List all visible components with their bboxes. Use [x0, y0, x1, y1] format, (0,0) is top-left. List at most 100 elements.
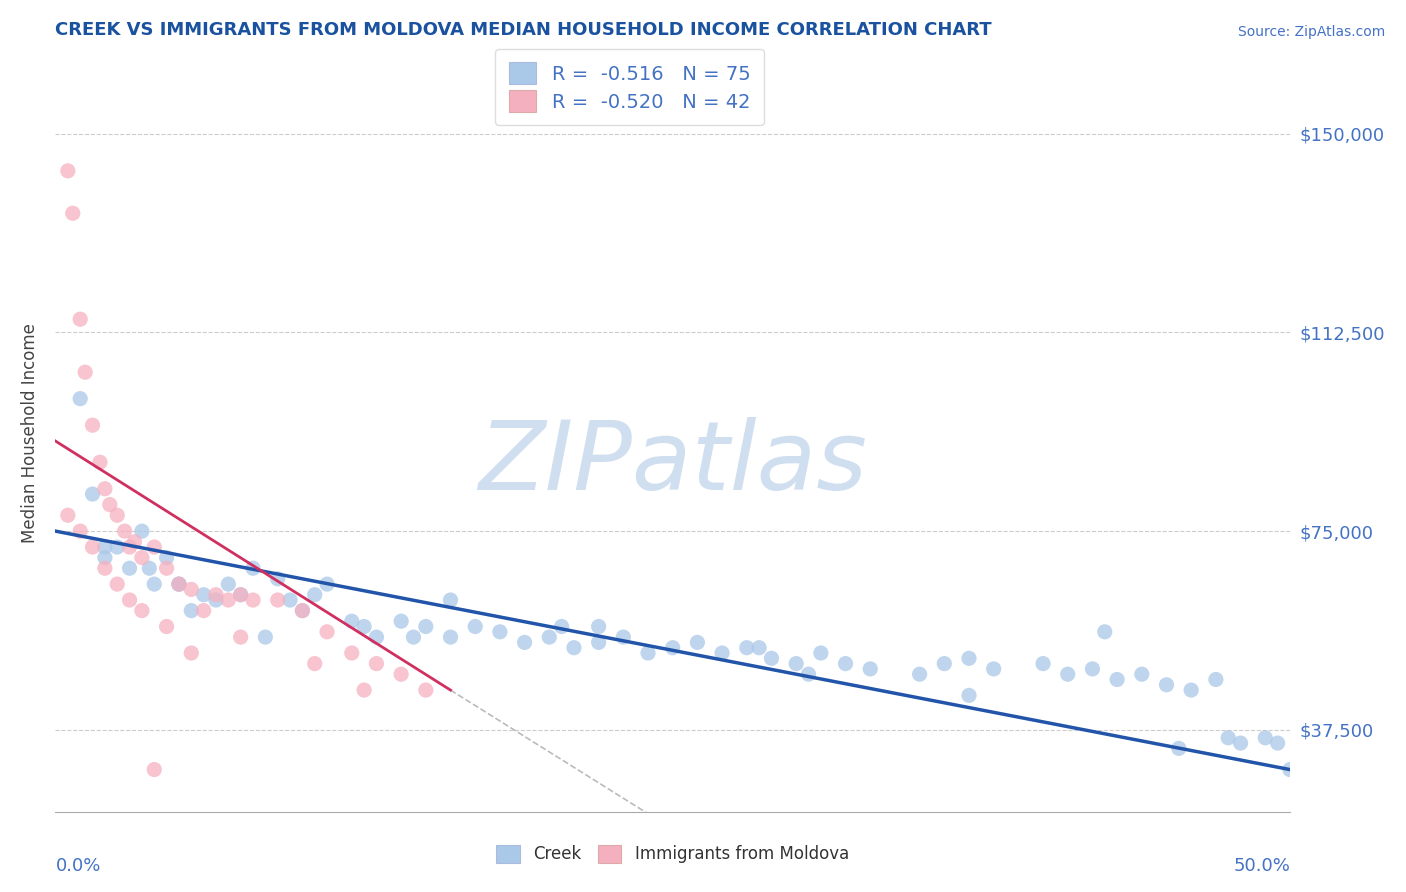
Point — [538, 630, 561, 644]
Point — [1316, 683, 1339, 698]
Point — [180, 582, 202, 597]
Point — [205, 588, 228, 602]
Point — [291, 604, 314, 618]
Point — [114, 524, 136, 538]
Point — [229, 588, 252, 602]
Point — [562, 640, 585, 655]
Text: 0.0%: 0.0% — [55, 857, 101, 875]
Point — [550, 619, 572, 633]
Point — [1094, 624, 1116, 639]
Point — [155, 561, 177, 575]
Point — [439, 593, 461, 607]
Point — [834, 657, 856, 671]
Point — [797, 667, 820, 681]
Point — [217, 577, 239, 591]
Point — [711, 646, 734, 660]
Point — [957, 689, 980, 703]
Point — [304, 657, 326, 671]
Y-axis label: Median Household Income: Median Household Income — [21, 323, 39, 543]
Point — [1229, 736, 1251, 750]
Point — [69, 312, 91, 326]
Point — [229, 588, 252, 602]
Point — [217, 593, 239, 607]
Point — [1107, 673, 1129, 687]
Text: ZIPatlas: ZIPatlas — [478, 417, 868, 510]
Point — [1081, 662, 1104, 676]
Point — [155, 619, 177, 633]
Point — [340, 614, 363, 628]
Point — [1278, 763, 1301, 777]
Point — [588, 619, 610, 633]
Point — [1267, 736, 1289, 750]
Point — [810, 646, 832, 660]
Point — [180, 646, 202, 660]
Point — [785, 657, 807, 671]
Point — [908, 667, 931, 681]
Point — [180, 604, 202, 618]
Point — [389, 614, 412, 628]
Point — [415, 683, 437, 698]
Point — [304, 588, 326, 602]
Point — [82, 487, 104, 501]
Point — [267, 593, 290, 607]
Point — [118, 593, 141, 607]
Point — [143, 540, 166, 554]
Point — [637, 646, 659, 660]
Point — [1032, 657, 1054, 671]
Text: Source: ZipAtlas.com: Source: ZipAtlas.com — [1237, 25, 1385, 39]
Point — [242, 561, 264, 575]
Point — [105, 577, 128, 591]
Point — [489, 624, 512, 639]
Point — [761, 651, 783, 665]
Point — [686, 635, 709, 649]
Point — [75, 365, 97, 379]
Point — [859, 662, 882, 676]
Point — [193, 588, 215, 602]
Point — [242, 593, 264, 607]
Point — [143, 577, 166, 591]
Point — [735, 640, 758, 655]
Point — [124, 534, 146, 549]
Point — [353, 619, 375, 633]
Legend: Creek, Immigrants from Moldova: Creek, Immigrants from Moldova — [488, 837, 858, 871]
Point — [69, 392, 91, 406]
Point — [366, 657, 388, 671]
Point — [1167, 741, 1189, 756]
Point — [389, 667, 412, 681]
Point — [94, 561, 117, 575]
Point — [267, 572, 290, 586]
Point — [155, 550, 177, 565]
Point — [340, 646, 363, 660]
Point — [254, 630, 277, 644]
Text: CREEK VS IMMIGRANTS FROM MOLDOVA MEDIAN HOUSEHOLD INCOME CORRELATION CHART: CREEK VS IMMIGRANTS FROM MOLDOVA MEDIAN … — [55, 21, 993, 39]
Point — [105, 540, 128, 554]
Point — [94, 482, 117, 496]
Point — [69, 524, 91, 538]
Point — [1303, 667, 1326, 681]
Point — [94, 540, 117, 554]
Point — [366, 630, 388, 644]
Point — [1180, 683, 1202, 698]
Point — [353, 683, 375, 698]
Point — [56, 164, 79, 178]
Point — [82, 540, 104, 554]
Point — [56, 508, 79, 523]
Point — [612, 630, 634, 644]
Point — [291, 604, 314, 618]
Point — [193, 604, 215, 618]
Point — [131, 604, 153, 618]
Point — [82, 418, 104, 433]
Point — [131, 524, 153, 538]
Point — [94, 550, 117, 565]
Point — [661, 640, 683, 655]
Point — [89, 455, 111, 469]
Point — [1056, 667, 1078, 681]
Point — [1156, 678, 1178, 692]
Point — [167, 577, 190, 591]
Point — [588, 635, 610, 649]
Point — [957, 651, 980, 665]
Point — [205, 593, 228, 607]
Point — [934, 657, 956, 671]
Point — [1218, 731, 1240, 745]
Point — [748, 640, 770, 655]
